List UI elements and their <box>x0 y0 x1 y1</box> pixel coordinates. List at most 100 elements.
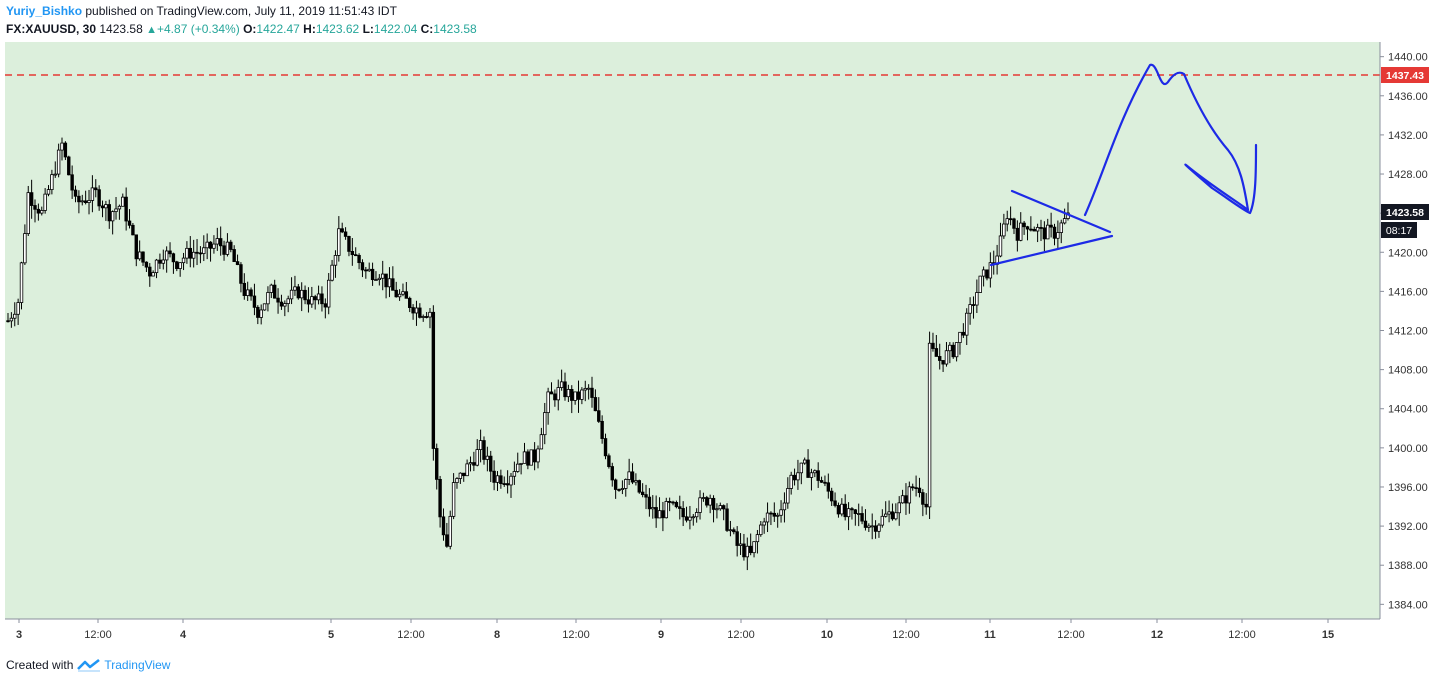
candle-body <box>394 289 398 298</box>
candle <box>748 533 753 556</box>
candle <box>1042 221 1047 252</box>
candle-body <box>451 482 456 517</box>
symbol-label[interactable]: FX:XAUUSD, 30 <box>6 22 97 36</box>
candle <box>465 459 469 477</box>
candle <box>603 433 608 460</box>
candle <box>354 247 358 257</box>
candle-body <box>178 262 182 269</box>
candle <box>914 475 918 497</box>
candle-body <box>333 255 338 266</box>
candle-body <box>428 311 432 318</box>
time-tick-label-3: 5 <box>328 629 334 641</box>
candle <box>988 252 993 288</box>
candle <box>1005 210 1009 232</box>
candle <box>340 222 344 234</box>
candle-body <box>188 247 192 259</box>
candle <box>664 497 668 519</box>
candle-body <box>354 254 358 257</box>
candle <box>40 206 44 216</box>
candle <box>624 478 628 497</box>
candle <box>890 503 895 521</box>
candle-body <box>573 391 577 401</box>
time-axis[interactable]: 3 12:00 4 5 12:00 8 12:00 9 12:00 10 12:00 11 12:00 1… <box>16 619 1334 641</box>
candle-body <box>36 208 41 214</box>
candle-body <box>694 512 699 518</box>
candle-body <box>863 520 868 528</box>
time-tick-label-12: 12:00 <box>1057 629 1085 641</box>
candle <box>954 342 959 362</box>
tradingview-link[interactable]: TradingView <box>104 658 171 672</box>
candle-body <box>94 187 98 191</box>
triangle-lower-line[interactable] <box>989 234 1114 267</box>
candle-body <box>327 279 331 308</box>
candle-body <box>809 472 814 478</box>
candle-body <box>370 268 375 281</box>
price-tick-label-8: 1408.00 <box>1388 365 1428 377</box>
plot-area[interactable] <box>5 42 1380 619</box>
candle <box>13 302 17 327</box>
candle-body <box>445 534 449 547</box>
candle <box>198 246 203 264</box>
candle <box>698 490 702 520</box>
candle <box>873 520 878 539</box>
candle <box>934 334 939 357</box>
candle-body <box>252 295 257 308</box>
candle <box>212 235 216 254</box>
candle <box>1012 217 1016 235</box>
candle <box>833 492 837 508</box>
candle <box>330 259 334 282</box>
author-link[interactable]: Yuriy_Bishko <box>6 4 83 18</box>
candle <box>938 343 942 370</box>
price-axis[interactable]: 1440.001436.001432.001428.001424.001420.… <box>1380 52 1428 612</box>
time-tick-label-7: 9 <box>658 629 664 641</box>
candle <box>67 155 71 176</box>
candle-body <box>114 208 118 213</box>
candle <box>23 224 27 266</box>
candle <box>667 497 672 512</box>
candle <box>745 537 749 571</box>
price-tick-label-6: 1416.00 <box>1388 286 1428 298</box>
candle-body <box>397 293 402 298</box>
candle <box>151 270 155 277</box>
candle <box>941 360 945 372</box>
candle-body <box>664 501 668 519</box>
candle <box>786 477 790 509</box>
candle-body <box>965 312 969 336</box>
candle <box>492 460 496 491</box>
candle <box>242 273 247 300</box>
candle-body <box>711 497 716 510</box>
open-value: 1422.47 <box>256 22 300 36</box>
candle-body <box>620 488 625 490</box>
candle <box>137 240 142 261</box>
last-price-label: 1423.58 <box>1386 207 1424 219</box>
high-label: H: <box>303 22 316 36</box>
candle-body <box>725 508 729 531</box>
candle-body <box>235 261 240 266</box>
candle-body <box>738 543 743 546</box>
candle-body <box>242 282 247 296</box>
triangle-upper-line[interactable] <box>1010 189 1112 234</box>
candle <box>961 323 966 338</box>
candle <box>360 259 365 278</box>
candle <box>870 513 874 540</box>
price-tick-label-9: 1404.00 <box>1388 404 1428 416</box>
candle-body <box>97 189 101 207</box>
candle-body <box>50 174 54 190</box>
candle <box>175 260 179 272</box>
candle <box>485 446 490 472</box>
candle-body <box>846 508 851 518</box>
candle <box>836 502 841 518</box>
forecast-arrow-drawing[interactable] <box>1083 63 1258 217</box>
candle <box>181 252 186 271</box>
candle <box>144 261 149 272</box>
candle-body <box>360 262 365 271</box>
candle-body <box>1039 227 1043 229</box>
candle <box>391 266 395 291</box>
candle <box>313 294 317 310</box>
candle <box>853 508 858 526</box>
candle <box>276 288 280 314</box>
candle-body <box>1019 222 1023 241</box>
candle-body <box>367 268 371 272</box>
candle <box>911 483 915 491</box>
